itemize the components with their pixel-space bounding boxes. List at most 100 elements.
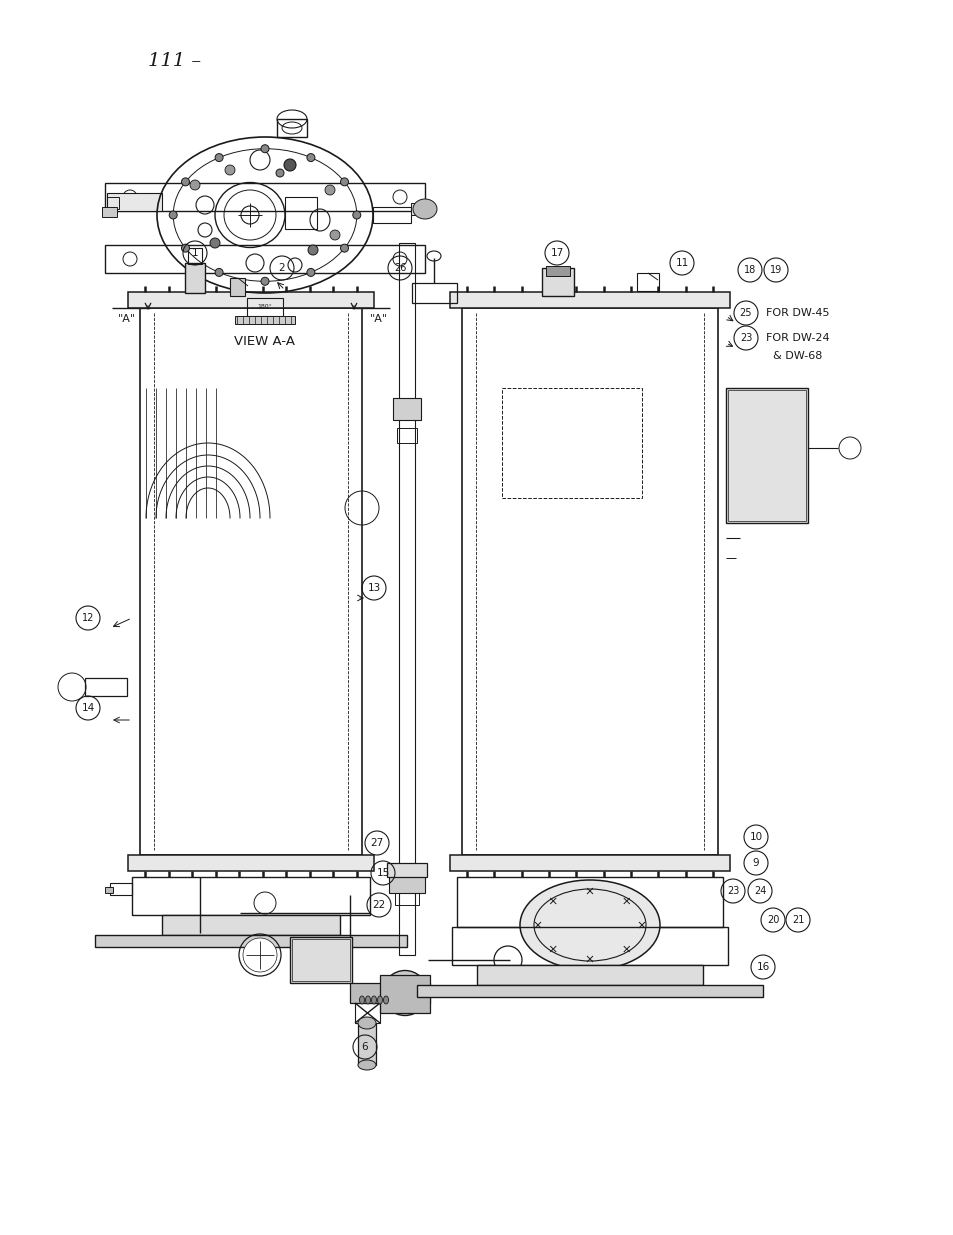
Text: FOR DW-24: FOR DW-24 bbox=[765, 333, 829, 343]
Bar bbox=[292, 939, 350, 981]
Ellipse shape bbox=[261, 144, 269, 153]
Ellipse shape bbox=[519, 881, 659, 969]
Ellipse shape bbox=[190, 180, 200, 190]
Bar bbox=[285, 198, 316, 228]
Text: 21: 21 bbox=[791, 915, 803, 925]
Bar bbox=[545, 266, 569, 275]
Text: 24: 24 bbox=[753, 885, 765, 897]
Bar bbox=[140, 308, 361, 855]
Bar bbox=[398, 243, 415, 955]
Text: 13: 13 bbox=[367, 583, 380, 593]
Bar bbox=[456, 877, 722, 927]
Text: 16: 16 bbox=[756, 962, 769, 972]
Bar bbox=[105, 887, 112, 893]
Text: 22: 22 bbox=[372, 900, 385, 910]
Bar bbox=[95, 935, 407, 947]
Ellipse shape bbox=[413, 199, 436, 219]
Bar bbox=[85, 678, 127, 697]
Bar bbox=[476, 965, 702, 986]
Ellipse shape bbox=[243, 939, 276, 972]
Text: 15: 15 bbox=[376, 868, 389, 878]
Bar bbox=[727, 390, 805, 521]
Text: 12: 12 bbox=[82, 613, 94, 622]
Bar bbox=[102, 207, 117, 217]
Bar bbox=[389, 876, 424, 893]
Bar bbox=[412, 283, 456, 303]
Bar bbox=[452, 927, 727, 965]
Text: 26: 26 bbox=[394, 263, 406, 273]
Text: 14: 14 bbox=[81, 703, 94, 713]
Text: 23: 23 bbox=[739, 333, 751, 343]
Bar bbox=[393, 398, 420, 420]
Ellipse shape bbox=[307, 153, 314, 162]
Ellipse shape bbox=[383, 995, 388, 1004]
Bar bbox=[396, 429, 416, 443]
Bar bbox=[128, 855, 374, 871]
Ellipse shape bbox=[214, 268, 223, 277]
Ellipse shape bbox=[330, 230, 339, 240]
Bar bbox=[350, 983, 430, 1003]
Ellipse shape bbox=[261, 278, 269, 285]
Text: FOR DW-45: FOR DW-45 bbox=[765, 308, 828, 317]
Text: 9: 9 bbox=[752, 858, 759, 868]
Ellipse shape bbox=[340, 245, 348, 252]
Ellipse shape bbox=[325, 185, 335, 195]
Bar bbox=[188, 248, 202, 264]
Bar bbox=[395, 893, 418, 905]
Ellipse shape bbox=[225, 165, 234, 175]
Ellipse shape bbox=[377, 995, 382, 1004]
Ellipse shape bbox=[371, 995, 376, 1004]
Bar bbox=[247, 298, 283, 316]
Bar bbox=[185, 263, 205, 293]
Text: 17: 17 bbox=[550, 248, 563, 258]
Ellipse shape bbox=[181, 245, 190, 252]
Ellipse shape bbox=[357, 1016, 375, 1029]
Bar bbox=[541, 268, 574, 296]
Ellipse shape bbox=[382, 971, 427, 1015]
Text: VIEW A-A: VIEW A-A bbox=[234, 335, 295, 348]
Text: 23: 23 bbox=[726, 885, 739, 897]
Ellipse shape bbox=[181, 178, 190, 185]
Text: & DW-68: & DW-68 bbox=[772, 351, 821, 361]
Bar bbox=[411, 203, 429, 215]
Ellipse shape bbox=[307, 268, 314, 277]
Bar bbox=[725, 388, 807, 522]
Bar bbox=[637, 273, 659, 291]
Text: 111 –: 111 – bbox=[148, 52, 201, 70]
Bar bbox=[276, 119, 307, 137]
Text: 1: 1 bbox=[192, 248, 198, 258]
Ellipse shape bbox=[340, 178, 348, 185]
Bar bbox=[450, 855, 729, 871]
Bar bbox=[162, 915, 339, 935]
Text: "A": "A" bbox=[118, 314, 136, 324]
Bar bbox=[450, 291, 729, 308]
Text: 10: 10 bbox=[749, 832, 761, 842]
Bar bbox=[128, 291, 374, 308]
Bar bbox=[107, 193, 162, 211]
Text: 19: 19 bbox=[769, 266, 781, 275]
Bar bbox=[234, 316, 294, 324]
Ellipse shape bbox=[353, 211, 360, 219]
Bar bbox=[379, 974, 430, 1013]
Bar bbox=[105, 245, 424, 273]
Ellipse shape bbox=[365, 995, 370, 1004]
Bar bbox=[105, 183, 424, 211]
Ellipse shape bbox=[308, 245, 317, 254]
Text: 2: 2 bbox=[278, 263, 285, 273]
Bar bbox=[501, 388, 641, 498]
Text: 27: 27 bbox=[370, 839, 383, 848]
Bar bbox=[357, 1023, 375, 1065]
Bar bbox=[132, 877, 370, 915]
Text: 11: 11 bbox=[675, 258, 688, 268]
Bar bbox=[107, 198, 119, 209]
Bar bbox=[416, 986, 762, 997]
Bar bbox=[373, 207, 411, 224]
Text: 25: 25 bbox=[739, 308, 752, 317]
Ellipse shape bbox=[275, 169, 284, 177]
Text: 6: 6 bbox=[361, 1042, 368, 1052]
Ellipse shape bbox=[284, 159, 295, 170]
Text: "A": "A" bbox=[370, 314, 388, 324]
Text: 180°: 180° bbox=[257, 305, 273, 310]
Ellipse shape bbox=[210, 238, 220, 248]
Text: 18: 18 bbox=[743, 266, 756, 275]
